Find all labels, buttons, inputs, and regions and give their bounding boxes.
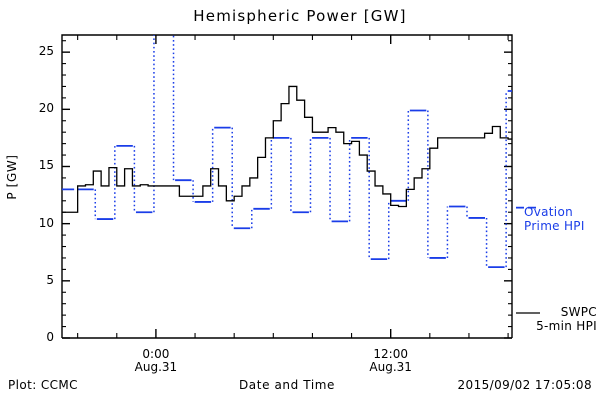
y-tick-label: 15 (38, 158, 54, 173)
plot-timestamp: 2015/09/02 17:05:08 (457, 378, 592, 392)
x-tick-time: 0:00 (142, 347, 170, 361)
y-tick-label: 0 (46, 330, 54, 344)
x-tick-time: 0:00 (585, 348, 600, 361)
x-tick-date: Aug.31 (369, 360, 412, 374)
legend-ovation-line1: Ovation (524, 205, 573, 219)
x-tick-time: 12:00 (373, 347, 408, 361)
chart-title: Hemispheric Power [GW] (193, 7, 407, 25)
x-tick-label: 0:00 Aug.31 (116, 348, 196, 374)
legend-swpc-line2: 5-min HPI (536, 319, 597, 333)
y-tick-label: 5 (46, 272, 54, 287)
x-tick-date: Aug.31 (134, 360, 178, 374)
legend-ovation-prime: Ovation Prime HPI (524, 205, 585, 233)
plot-credit: Plot: CCMC (8, 378, 78, 392)
legend-swpc: SWPC 5-min HPI (519, 305, 597, 333)
x-tick-label: 0:00Sep 1 (585, 348, 600, 374)
x-tick-date: Sep 1 (585, 361, 600, 374)
y-tick-label: 25 (38, 44, 54, 59)
y-tick-label: 20 (38, 101, 54, 116)
x-tick-label: 12:00 Aug.31 (351, 348, 431, 374)
legend-ovation-line2: Prime HPI (524, 219, 585, 233)
x-axis-label: Date and Time (238, 378, 336, 392)
y-tick-label: 10 (38, 215, 54, 230)
legend-swpc-line1: SWPC (560, 305, 597, 319)
